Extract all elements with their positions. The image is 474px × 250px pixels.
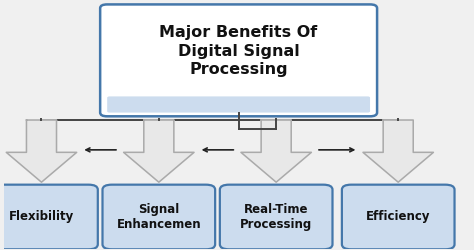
Text: Major Benefits Of
Digital Signal
Processing: Major Benefits Of Digital Signal Process…: [159, 25, 318, 77]
FancyBboxPatch shape: [107, 96, 370, 112]
FancyBboxPatch shape: [102, 185, 215, 249]
FancyBboxPatch shape: [220, 185, 332, 249]
Polygon shape: [6, 120, 77, 182]
Text: Flexibility: Flexibility: [9, 210, 74, 224]
Polygon shape: [124, 120, 194, 182]
FancyBboxPatch shape: [100, 4, 377, 116]
Text: Real-Time
Processing: Real-Time Processing: [240, 203, 312, 231]
FancyBboxPatch shape: [0, 185, 98, 249]
Text: Signal
Enhancemen: Signal Enhancemen: [117, 203, 201, 231]
Polygon shape: [363, 120, 433, 182]
FancyBboxPatch shape: [342, 185, 455, 249]
Text: Efficiency: Efficiency: [366, 210, 430, 224]
Polygon shape: [241, 120, 311, 182]
